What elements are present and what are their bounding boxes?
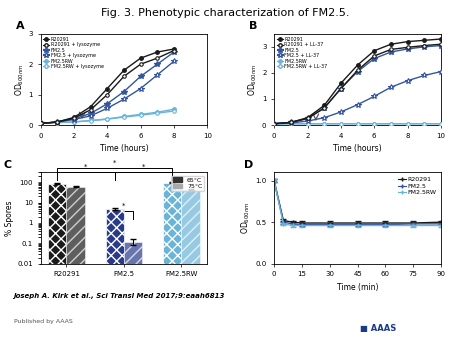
Bar bbox=[67, 187, 85, 338]
Bar bbox=[48, 184, 67, 338]
Bar bbox=[315, 323, 441, 335]
Text: *: * bbox=[113, 160, 117, 166]
Y-axis label: OD$_{600nm}$: OD$_{600nm}$ bbox=[13, 63, 26, 96]
Text: B: B bbox=[249, 21, 257, 31]
Text: ■ AAAS: ■ AAAS bbox=[360, 324, 396, 334]
Bar bbox=[106, 209, 124, 338]
Text: Joseph A. Kirk et al., Sci Transl Med 2017;9:eaah6813: Joseph A. Kirk et al., Sci Transl Med 20… bbox=[14, 293, 225, 299]
Text: *: * bbox=[84, 163, 88, 169]
Legend: R20291, R20291 + LL-37, FM2.5, FM2.5 + LL-37, FM2.5RW, FM2.5RW + LL-37: R20291, R20291 + LL-37, FM2.5, FM2.5 + L… bbox=[277, 36, 328, 70]
Y-axis label: OD$_{600nm}$: OD$_{600nm}$ bbox=[240, 202, 252, 234]
Bar bbox=[124, 242, 142, 338]
Text: *: * bbox=[142, 163, 145, 169]
Text: Science: Science bbox=[366, 293, 390, 298]
Text: A: A bbox=[15, 21, 24, 31]
Legend: R20291, R20291 + lysozyme, FM2.5, FM2.5 + lysozyme, FM2.5RW, FM2.5RW + lysozyme: R20291, R20291 + lysozyme, FM2.5, FM2.5 … bbox=[43, 36, 104, 70]
Bar bbox=[181, 189, 200, 338]
Text: D: D bbox=[244, 160, 253, 170]
X-axis label: Time (min): Time (min) bbox=[337, 283, 378, 292]
Text: Published by AAAS: Published by AAAS bbox=[14, 319, 72, 324]
Y-axis label: % Spores: % Spores bbox=[5, 200, 14, 236]
Legend: 65°C, 75°C: 65°C, 75°C bbox=[171, 175, 204, 191]
Bar bbox=[163, 183, 181, 338]
Text: *: * bbox=[122, 203, 126, 209]
Y-axis label: OD$_{600nm}$: OD$_{600nm}$ bbox=[247, 63, 259, 96]
Text: Fig. 3. Phenotypic characterization of FM2.5.: Fig. 3. Phenotypic characterization of F… bbox=[101, 8, 349, 19]
X-axis label: Time (hours): Time (hours) bbox=[99, 144, 148, 153]
Text: Translational: Translational bbox=[347, 302, 409, 311]
Legend: R20291, FM2.5, FM2.5RW: R20291, FM2.5, FM2.5RW bbox=[397, 175, 438, 197]
Text: Medicine: Medicine bbox=[356, 311, 400, 320]
Text: C: C bbox=[4, 160, 12, 170]
X-axis label: Time (hours): Time (hours) bbox=[333, 144, 382, 153]
